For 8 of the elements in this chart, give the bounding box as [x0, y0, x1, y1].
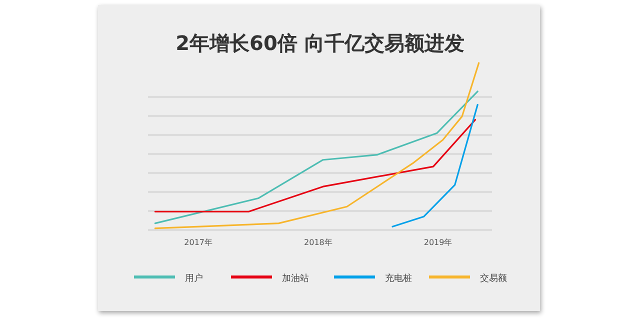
legend-label: 充电桩: [385, 273, 412, 284]
x-tick-label: 2019年: [424, 238, 452, 247]
legend-label: 用户: [185, 273, 203, 284]
chart-title: 2年增长60倍 向千亿交易额进发: [176, 31, 464, 55]
x-tick-label: 2018年: [304, 238, 332, 247]
legend-label: 交易额: [480, 273, 507, 284]
x-tick-label: 2017年: [184, 238, 213, 247]
legend-label: 加油站: [282, 273, 309, 284]
